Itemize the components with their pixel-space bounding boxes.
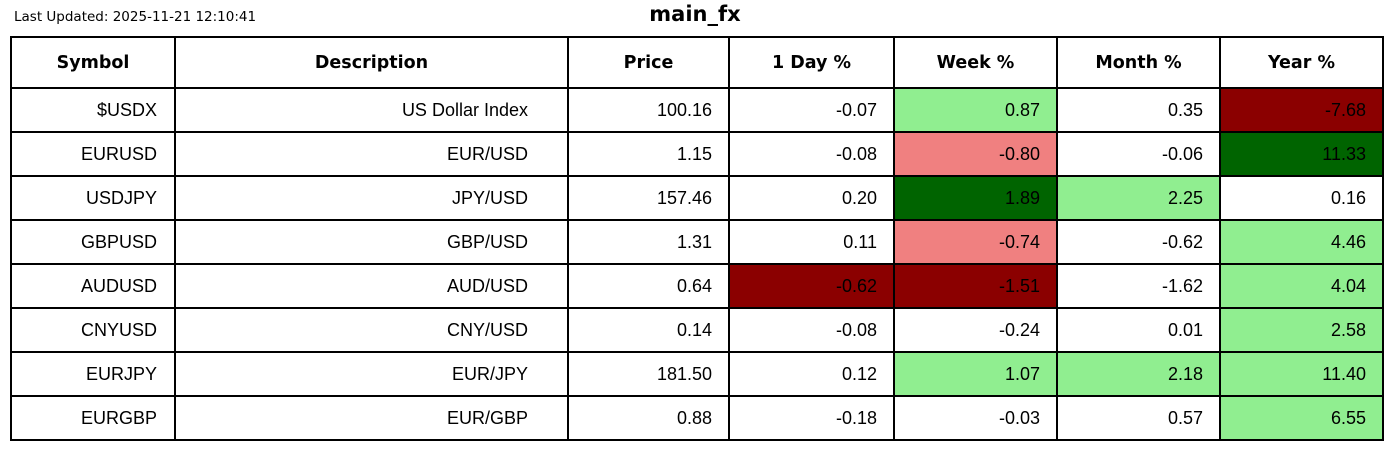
table-row: $USDX US Dollar Index 100.16 -0.07 0.87 0.35-… (10, 87, 1384, 133)
table-body: $USDX US Dollar Index 100.16 -0.07 0.87 0.35-… (10, 87, 1384, 441)
cell-week: 1.89 (893, 175, 1058, 221)
column-header-price: Price (567, 36, 730, 89)
table-row: EURUSD EUR/USD 1.15 -0.08 -0.80 -0.06 11.33 (10, 131, 1384, 177)
cell-description: JPY/USD (174, 175, 569, 221)
column-header-description: Description (174, 36, 569, 89)
cell-description: GBP/USD (174, 219, 569, 265)
cell-price: 0.88 (567, 395, 730, 441)
cell-description: EUR/USD (174, 131, 569, 177)
cell-symbol: EURUSD (10, 131, 176, 177)
column-header-year: Year % (1219, 36, 1384, 89)
cell-symbol: EURJPY (10, 351, 176, 397)
cell-week: -1.51 (893, 263, 1058, 309)
cell-day: -0.18 (728, 395, 895, 441)
cell-description: EUR/JPY (174, 351, 569, 397)
cell-month: -0.62 (1056, 219, 1221, 265)
cell-price: 0.64 (567, 263, 730, 309)
column-header-1day: 1 Day % (728, 36, 895, 89)
table-row: EURJPY EUR/JPY 181.50 0.12 1.07 2.18 11.40 (10, 351, 1384, 397)
table-row: EURGBP EUR/GBP 0.88 -0.18 -0.03 0.57 6.55 (10, 395, 1384, 441)
cell-symbol: $USDX (10, 87, 176, 133)
cell-month: 0.35 (1056, 87, 1221, 133)
cell-symbol: CNYUSD (10, 307, 176, 353)
cell-symbol: AUDUSD (10, 263, 176, 309)
cell-day: 0.20 (728, 175, 895, 221)
cell-month: -0.06 (1056, 131, 1221, 177)
cell-symbol: GBPUSD (10, 219, 176, 265)
cell-week: -0.03 (893, 395, 1058, 441)
cell-year: 11.40 (1219, 351, 1384, 397)
fx-rates-table: Symbol Description Price 1 Day % Week % … (10, 36, 1384, 441)
cell-year: 4.46 (1219, 219, 1384, 265)
cell-description: EUR/GBP (174, 395, 569, 441)
cell-day: -0.07 (728, 87, 895, 133)
cell-week: 0.87 (893, 87, 1058, 133)
cell-price: 1.31 (567, 219, 730, 265)
cell-year: 4.04 (1219, 263, 1384, 309)
cell-day: -0.62 (728, 263, 895, 309)
cell-month: -1.62 (1056, 263, 1221, 309)
cell-month: 2.18 (1056, 351, 1221, 397)
cell-symbol: EURGBP (10, 395, 176, 441)
cell-price: 1.15 (567, 131, 730, 177)
cell-price: 0.14 (567, 307, 730, 353)
table-row: USDJPY JPY/USD 157.46 0.20 1.89 2.25 0.16 (10, 175, 1384, 221)
cell-week: -0.80 (893, 131, 1058, 177)
cell-description: CNY/USD (174, 307, 569, 353)
cell-day: -0.08 (728, 131, 895, 177)
page-title: main_fx (649, 2, 741, 26)
cell-month: 0.01 (1056, 307, 1221, 353)
cell-week: -0.24 (893, 307, 1058, 353)
table-row: AUDUSD AUD/USD 0.64 -0.62 -1.51 -1.62 4.04 (10, 263, 1384, 309)
column-header-month: Month % (1056, 36, 1221, 89)
cell-day: 0.11 (728, 219, 895, 265)
last-updated-text: Last Updated: 2025-11-21 12:10:41 (14, 9, 257, 25)
cell-year: 11.33 (1219, 131, 1384, 177)
cell-year: 2.58 (1219, 307, 1384, 353)
cell-year: 6.55 (1219, 395, 1384, 441)
column-header-symbol: Symbol (10, 36, 176, 89)
cell-price: 157.46 (567, 175, 730, 221)
cell-description: AUD/USD (174, 263, 569, 309)
table-header-row: Symbol Description Price 1 Day % Week % … (10, 36, 1384, 89)
cell-week: 1.07 (893, 351, 1058, 397)
cell-price: 100.16 (567, 87, 730, 133)
table-row: GBPUSD GBP/USD 1.31 0.11 -0.74 -0.62 4.46 (10, 219, 1384, 265)
cell-month: 2.25 (1056, 175, 1221, 221)
cell-month: 0.57 (1056, 395, 1221, 441)
column-header-week: Week % (893, 36, 1058, 89)
cell-day: 0.12 (728, 351, 895, 397)
cell-year: -7.68 (1219, 87, 1384, 133)
cell-price: 181.50 (567, 351, 730, 397)
cell-day: -0.08 (728, 307, 895, 353)
cell-symbol: USDJPY (10, 175, 176, 221)
cell-week: -0.74 (893, 219, 1058, 265)
table-row: CNYUSD CNY/USD 0.14 -0.08 -0.24 0.01 2.58 (10, 307, 1384, 353)
cell-description: US Dollar Index (174, 87, 569, 133)
cell-year: 0.16 (1219, 175, 1384, 221)
